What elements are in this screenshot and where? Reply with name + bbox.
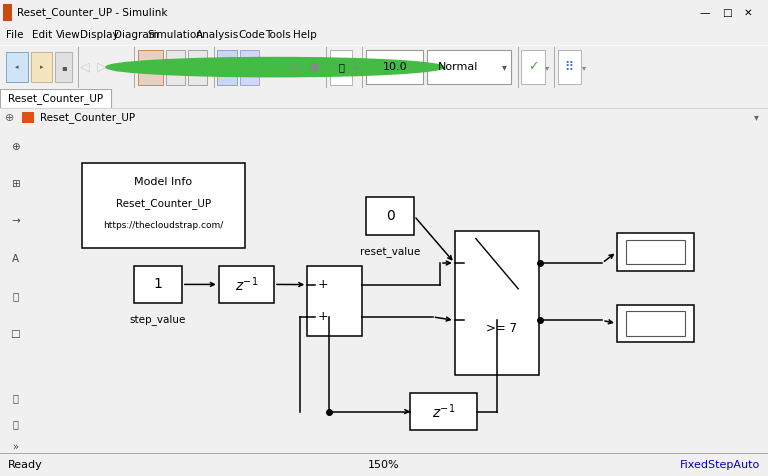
Text: ⊕: ⊕ xyxy=(5,112,15,123)
Bar xyxy=(366,50,423,84)
Text: +: + xyxy=(317,310,328,323)
Text: ◂: ◂ xyxy=(15,64,18,70)
Bar xyxy=(55,52,72,82)
Text: □: □ xyxy=(722,8,731,18)
Text: Reset_Counter_UP: Reset_Counter_UP xyxy=(8,93,103,104)
Text: 📈: 📈 xyxy=(338,62,344,72)
Text: Display: Display xyxy=(80,30,118,40)
Text: ⠿: ⠿ xyxy=(564,60,574,73)
Bar xyxy=(219,266,274,303)
Bar xyxy=(134,266,182,303)
Text: $z^{-1}$: $z^{-1}$ xyxy=(432,402,455,421)
Text: 1: 1 xyxy=(154,278,162,291)
Text: Model Info: Model Info xyxy=(134,177,193,187)
Text: →: → xyxy=(11,217,20,227)
Bar xyxy=(82,163,244,248)
Text: Code: Code xyxy=(238,30,265,40)
Text: 10.0: 10.0 xyxy=(382,62,407,72)
Bar xyxy=(138,50,163,85)
Text: ▾: ▾ xyxy=(502,62,507,72)
Bar xyxy=(410,393,477,430)
Text: ◁: ◁ xyxy=(246,62,253,72)
Text: ◁: ◁ xyxy=(80,60,89,74)
Bar xyxy=(188,50,207,85)
Text: https://thecloudstrap.com/: https://thecloudstrap.com/ xyxy=(104,221,223,230)
Text: —: — xyxy=(700,8,710,18)
Text: ▶: ▶ xyxy=(269,60,281,75)
Text: A: A xyxy=(12,254,19,264)
Bar xyxy=(240,50,259,85)
Text: Reset_Counter_UP: Reset_Counter_UP xyxy=(40,112,135,123)
Text: 📋: 📋 xyxy=(12,419,18,429)
Text: $z^{-1}$: $z^{-1}$ xyxy=(235,275,258,294)
Text: ▷|: ▷| xyxy=(290,62,301,72)
Text: step_value: step_value xyxy=(130,315,186,326)
Text: □: □ xyxy=(11,329,20,339)
Text: ▾: ▾ xyxy=(581,63,586,71)
Text: △: △ xyxy=(115,60,124,74)
Bar xyxy=(626,239,685,264)
Bar xyxy=(366,197,414,235)
Text: Reset_Counter_UP: Reset_Counter_UP xyxy=(116,198,211,209)
Text: ■: ■ xyxy=(309,62,318,72)
Text: ▾: ▾ xyxy=(353,63,357,71)
Bar xyxy=(617,233,694,270)
Bar xyxy=(617,305,694,342)
Text: ⊕: ⊕ xyxy=(11,142,20,152)
Text: ⚙: ⚙ xyxy=(171,62,180,72)
Text: ✕: ✕ xyxy=(743,8,753,18)
Bar xyxy=(0,89,111,108)
Text: 0: 0 xyxy=(386,209,395,223)
Bar xyxy=(22,112,34,123)
Text: ▪: ▪ xyxy=(148,64,153,70)
Bar xyxy=(427,50,511,84)
Text: 📷: 📷 xyxy=(12,393,18,403)
Text: ≡: ≡ xyxy=(194,62,203,72)
Circle shape xyxy=(106,58,444,77)
Text: »: » xyxy=(12,442,18,452)
Text: ▪: ▪ xyxy=(61,63,67,71)
Text: Help: Help xyxy=(293,30,316,40)
Text: ▸: ▸ xyxy=(40,64,43,70)
Text: FixedStepAuto: FixedStepAuto xyxy=(680,459,760,470)
Text: Simulation: Simulation xyxy=(147,30,204,40)
Text: ✓: ✓ xyxy=(528,60,538,73)
Text: +: + xyxy=(317,278,328,291)
Text: 150%: 150% xyxy=(368,459,400,470)
Text: ▾: ▾ xyxy=(754,112,759,123)
Text: ↺: ↺ xyxy=(223,62,231,72)
Text: Reset_Counter_UP - Simulink: Reset_Counter_UP - Simulink xyxy=(17,7,167,18)
Text: View: View xyxy=(56,30,81,40)
Text: Analysis: Analysis xyxy=(196,30,239,40)
Text: 🖼: 🖼 xyxy=(12,292,18,302)
Text: File: File xyxy=(6,30,24,40)
Bar xyxy=(558,50,581,84)
Text: Normal: Normal xyxy=(438,62,478,72)
Bar xyxy=(217,50,237,85)
Bar xyxy=(521,50,545,84)
Bar xyxy=(6,52,28,82)
Bar xyxy=(3,4,12,21)
Text: Diagram: Diagram xyxy=(114,30,158,40)
Bar xyxy=(330,50,352,85)
Bar xyxy=(626,311,685,336)
Text: Edit: Edit xyxy=(32,30,52,40)
Text: reset_value: reset_value xyxy=(360,246,420,257)
Text: Tools: Tools xyxy=(265,30,291,40)
Bar xyxy=(31,52,52,82)
Text: ▷: ▷ xyxy=(98,60,107,74)
Bar xyxy=(307,266,362,336)
Bar xyxy=(166,50,185,85)
Text: ⊞: ⊞ xyxy=(11,179,20,189)
Text: >= 7: >= 7 xyxy=(486,322,517,336)
Bar xyxy=(455,231,539,375)
Text: ▾: ▾ xyxy=(545,63,550,71)
Text: Ready: Ready xyxy=(8,459,42,470)
